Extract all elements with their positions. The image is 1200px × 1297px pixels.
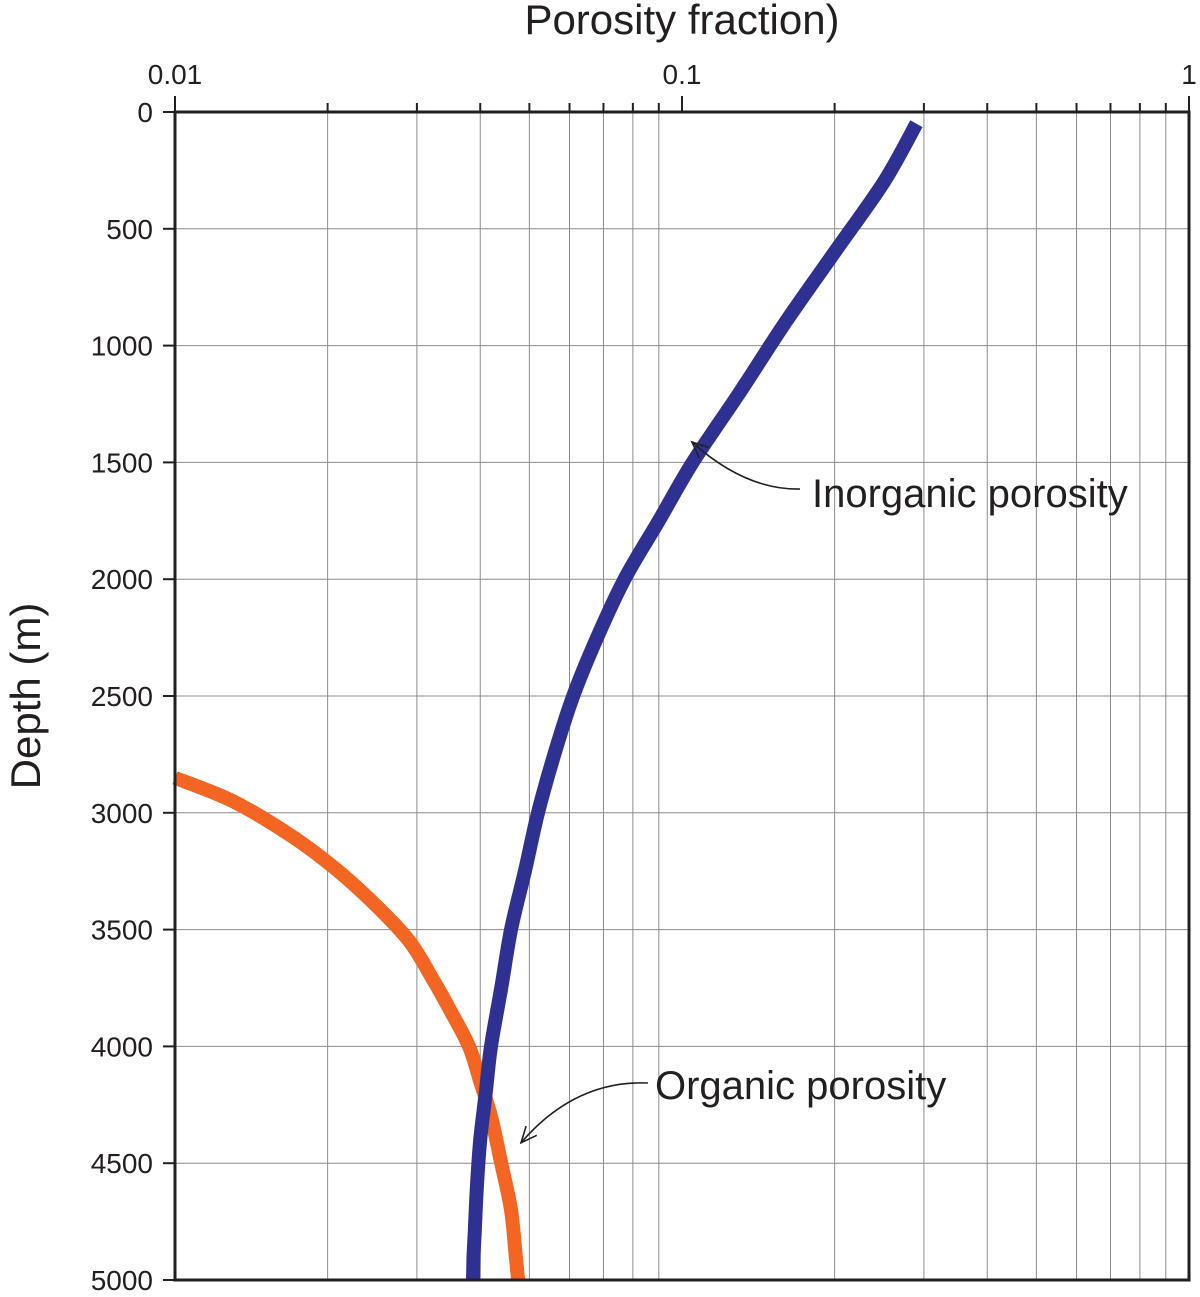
y-tick-label: 500 <box>106 214 153 245</box>
inorganic-porosity-arrowhead <box>690 440 709 459</box>
y-tick-label: 2000 <box>91 564 153 595</box>
tick-labels: 0.01 0.1 1 0 500 1000 1500 2000 2500 3000 3500 4000… <box>91 59 1197 1296</box>
y-tick-label: 3500 <box>91 915 153 946</box>
y-tick-label: 5000 <box>91 1265 153 1296</box>
x-axis-title: Porosity fraction) <box>524 0 839 43</box>
x-tick-label: 1 <box>1181 59 1197 90</box>
y-tick-label: 1000 <box>91 331 153 362</box>
x-tick-label: 0.01 <box>148 59 203 90</box>
y-axis-title: Depth (m) <box>2 603 49 790</box>
y-tick-label: 1500 <box>91 447 153 478</box>
y-tick-label: 4500 <box>91 1148 153 1179</box>
y-tick-label: 0 <box>137 97 153 128</box>
y-tick-label: 3000 <box>91 798 153 829</box>
y-tick-label: 2500 <box>91 681 153 712</box>
organic-porosity-curve <box>172 771 526 1281</box>
x-tick-label: 0.1 <box>663 59 702 90</box>
inorganic-porosity-curve <box>466 120 923 1281</box>
annotations: Inorganic porosity Organic porosity <box>519 440 1128 1145</box>
grid-lines <box>175 112 1189 1280</box>
inorganic-porosity-leader <box>691 441 801 490</box>
plot-frame <box>173 110 1191 1282</box>
series-layer <box>172 120 923 1281</box>
organic-porosity-leader <box>520 1082 649 1144</box>
inorganic-porosity-label: Inorganic porosity <box>812 472 1128 516</box>
organic-porosity-arrowhead <box>519 1125 538 1145</box>
y-tick-label: 4000 <box>91 1031 153 1062</box>
organic-porosity-label: Organic porosity <box>655 1064 946 1108</box>
